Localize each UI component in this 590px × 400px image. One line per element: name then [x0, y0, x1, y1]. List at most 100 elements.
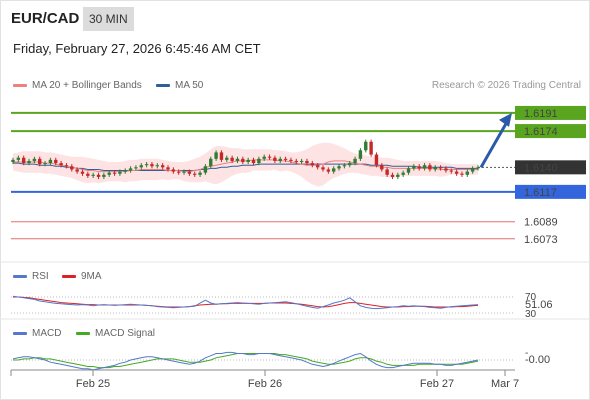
legend-rsi-ma: 9MA [62, 271, 102, 282]
ma20-line [13, 159, 478, 173]
x-tick-label: Feb 27 [420, 378, 454, 390]
forecast-arrow-shaft [479, 121, 509, 169]
candle-body [54, 159, 58, 164]
ma20-swatch [13, 84, 27, 87]
candle-body [16, 157, 21, 160]
candle-body [321, 167, 325, 170]
candle-body [417, 166, 421, 169]
candle-body [27, 160, 31, 164]
candle-body [278, 158, 282, 161]
forecast-arrow-head [499, 112, 512, 127]
candle-body [59, 163, 63, 166]
candle-body [214, 152, 218, 159]
macd-signal-line [13, 353, 479, 369]
candle-body [144, 164, 149, 166]
candle-body [75, 169, 79, 172]
candle-body [470, 168, 475, 172]
x-tick-label: Mar 7 [491, 378, 519, 390]
level-label-support: 1.6117 [524, 187, 557, 199]
macd-swatch [13, 332, 27, 335]
candle-body [219, 152, 224, 160]
candle-body [91, 174, 95, 176]
candle-body [123, 170, 127, 172]
candle-body [460, 173, 464, 175]
legend-ma50: MA 50 [156, 80, 203, 91]
level-label-target: 1.6073 [524, 234, 558, 246]
candle-body [396, 174, 400, 177]
candle-body [299, 160, 304, 162]
candle-body [241, 158, 245, 162]
macd-tick: - [525, 348, 528, 359]
candle-body [305, 160, 309, 164]
candle-body [187, 171, 192, 174]
candle-body [476, 167, 480, 169]
candle-body [166, 167, 170, 170]
candle-body [438, 167, 443, 169]
candle-body [102, 174, 106, 177]
candle-body [21, 157, 26, 164]
candle-body [235, 158, 240, 161]
candle-body [107, 172, 111, 175]
candle-body [182, 171, 186, 173]
candle-body [310, 163, 315, 166]
current-price-tag [515, 160, 586, 175]
legend-ma20: MA 20 + Bollinger Bands [13, 80, 142, 91]
candle-body [128, 168, 133, 171]
legend-macd: MACD [13, 328, 61, 339]
candle-body [331, 168, 336, 172]
chart-header: EUR/CAD 30 MIN [0, 0, 590, 36]
candle-body [294, 160, 298, 162]
macd-current-value: -0.00 [525, 354, 550, 366]
candle-body [203, 166, 208, 173]
credit-text: Research © 2026 Trading Central [431, 80, 581, 91]
candle-body [38, 158, 42, 165]
candle-body [80, 171, 85, 174]
candle-body [64, 165, 69, 167]
candle-body [433, 167, 437, 170]
rsi-current-value: 51.06 [525, 299, 553, 311]
candle-body [86, 173, 90, 176]
x-tick-label: Feb 26 [248, 378, 282, 390]
rsi-ma-label: 9MA [81, 271, 102, 282]
x-tick-label: Feb 25 [76, 378, 110, 390]
candle-body [364, 141, 368, 151]
candle-body [273, 157, 277, 161]
candle-body [32, 158, 37, 161]
level-label-resistance: 1.6191 [524, 108, 558, 120]
candle-body [380, 165, 384, 170]
candle-body [422, 165, 427, 169]
candle-body [70, 166, 74, 170]
candle-body [262, 156, 266, 159]
candle-body [209, 158, 213, 167]
candle-body [150, 164, 154, 167]
candle-body [390, 174, 395, 177]
rsi-tick-30: 30 [525, 309, 537, 320]
candle-body [48, 159, 53, 164]
candle-body [444, 168, 448, 171]
macd-signal-swatch [76, 332, 90, 335]
candle-body [385, 169, 389, 175]
candle-body [369, 141, 373, 155]
level-tag-support [515, 184, 586, 199]
timeframe-button[interactable]: 30 MIN [83, 7, 134, 31]
candle-body [193, 173, 197, 175]
candle-body [139, 165, 143, 168]
legend-rsi: RSI [13, 271, 49, 282]
rsi-ma-swatch [62, 275, 76, 278]
candle-body [348, 163, 352, 166]
rsi-tick-70: 70 [525, 292, 537, 303]
level-label-target: 1.6089 [524, 217, 558, 229]
instrument-symbol: EUR/CAD [11, 10, 80, 27]
candle-body [412, 166, 416, 169]
candle-body [96, 174, 101, 177]
candle-body [454, 171, 459, 174]
candle-body [251, 159, 256, 164]
ma50-swatch [156, 84, 170, 87]
macd-line [12, 351, 479, 371]
candle-body [246, 159, 250, 162]
candle-body [112, 172, 117, 174]
candle-body [283, 158, 288, 160]
timestamp: Friday, February 27, 2026 6:45:46 AM CET [13, 41, 261, 56]
bollinger-band [13, 142, 478, 187]
